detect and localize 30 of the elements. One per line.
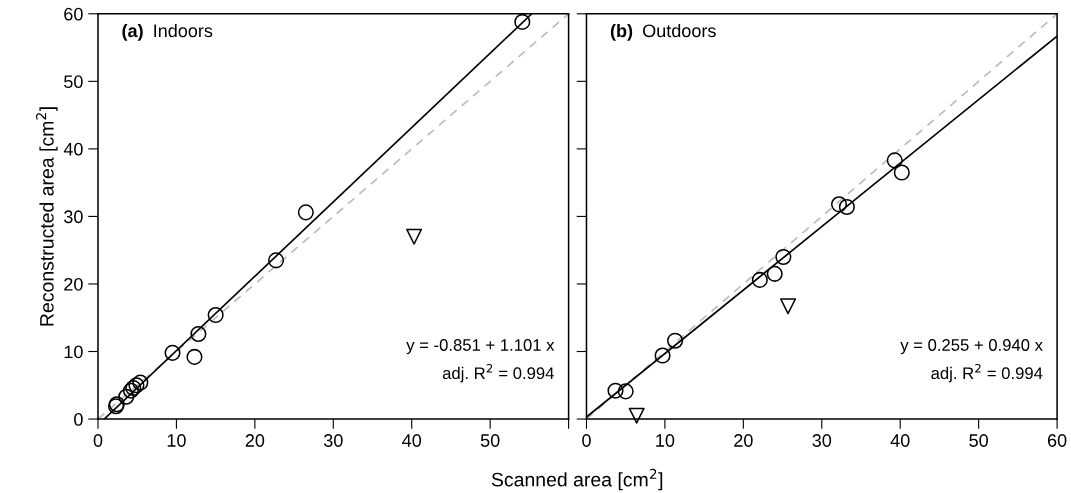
annotation: (b) (610, 23, 633, 41)
annotation: Indoors (154, 23, 213, 38)
annotation: Outdoors (643, 23, 716, 38)
annotation: y = -0.851 + 1.101 x (406, 339, 555, 355)
x-tick-label: 60 (1047, 434, 1067, 447)
y-tick-label: 60 (64, 7, 83, 21)
y-tick-label: 10 (64, 345, 83, 359)
x-tick-label: 0 (582, 434, 591, 447)
x-tick-label: 10 (167, 434, 186, 447)
x-tick-label: 30 (812, 434, 832, 447)
x-tick-label: 0 (93, 434, 103, 447)
y-tick-label: 30 (64, 210, 83, 224)
y-tick-label: 0 (74, 412, 83, 426)
y-tick-label: 40 (63, 142, 83, 156)
x-tick-label: 50 (480, 434, 500, 447)
annotation: (a) (122, 23, 143, 41)
x-tick-label: 50 (969, 434, 988, 447)
x-tick-label: 20 (245, 434, 265, 447)
x-tick-label: 30 (323, 434, 343, 447)
y-axis-title: Reconstructed area [cm$^{2}$] (36, 107, 58, 326)
y-tick-label: 20 (64, 277, 83, 291)
annotation: y = 0.255 + 0.940 x (900, 339, 1043, 355)
x-tick-label: 40 (402, 434, 422, 447)
annotation: adj. R$^{2}$ = 0.994 (931, 363, 1043, 383)
x-tick-label: 40 (890, 434, 910, 447)
x-tick-label: 10 (656, 434, 675, 447)
y-tick-label: 50 (64, 75, 83, 89)
x-tick-label: 20 (734, 434, 753, 447)
x-axis-title: Scanned area [cm$^{2}$] (491, 468, 663, 491)
annotation: adj. R$^{2}$ = 0.994 (442, 363, 554, 383)
